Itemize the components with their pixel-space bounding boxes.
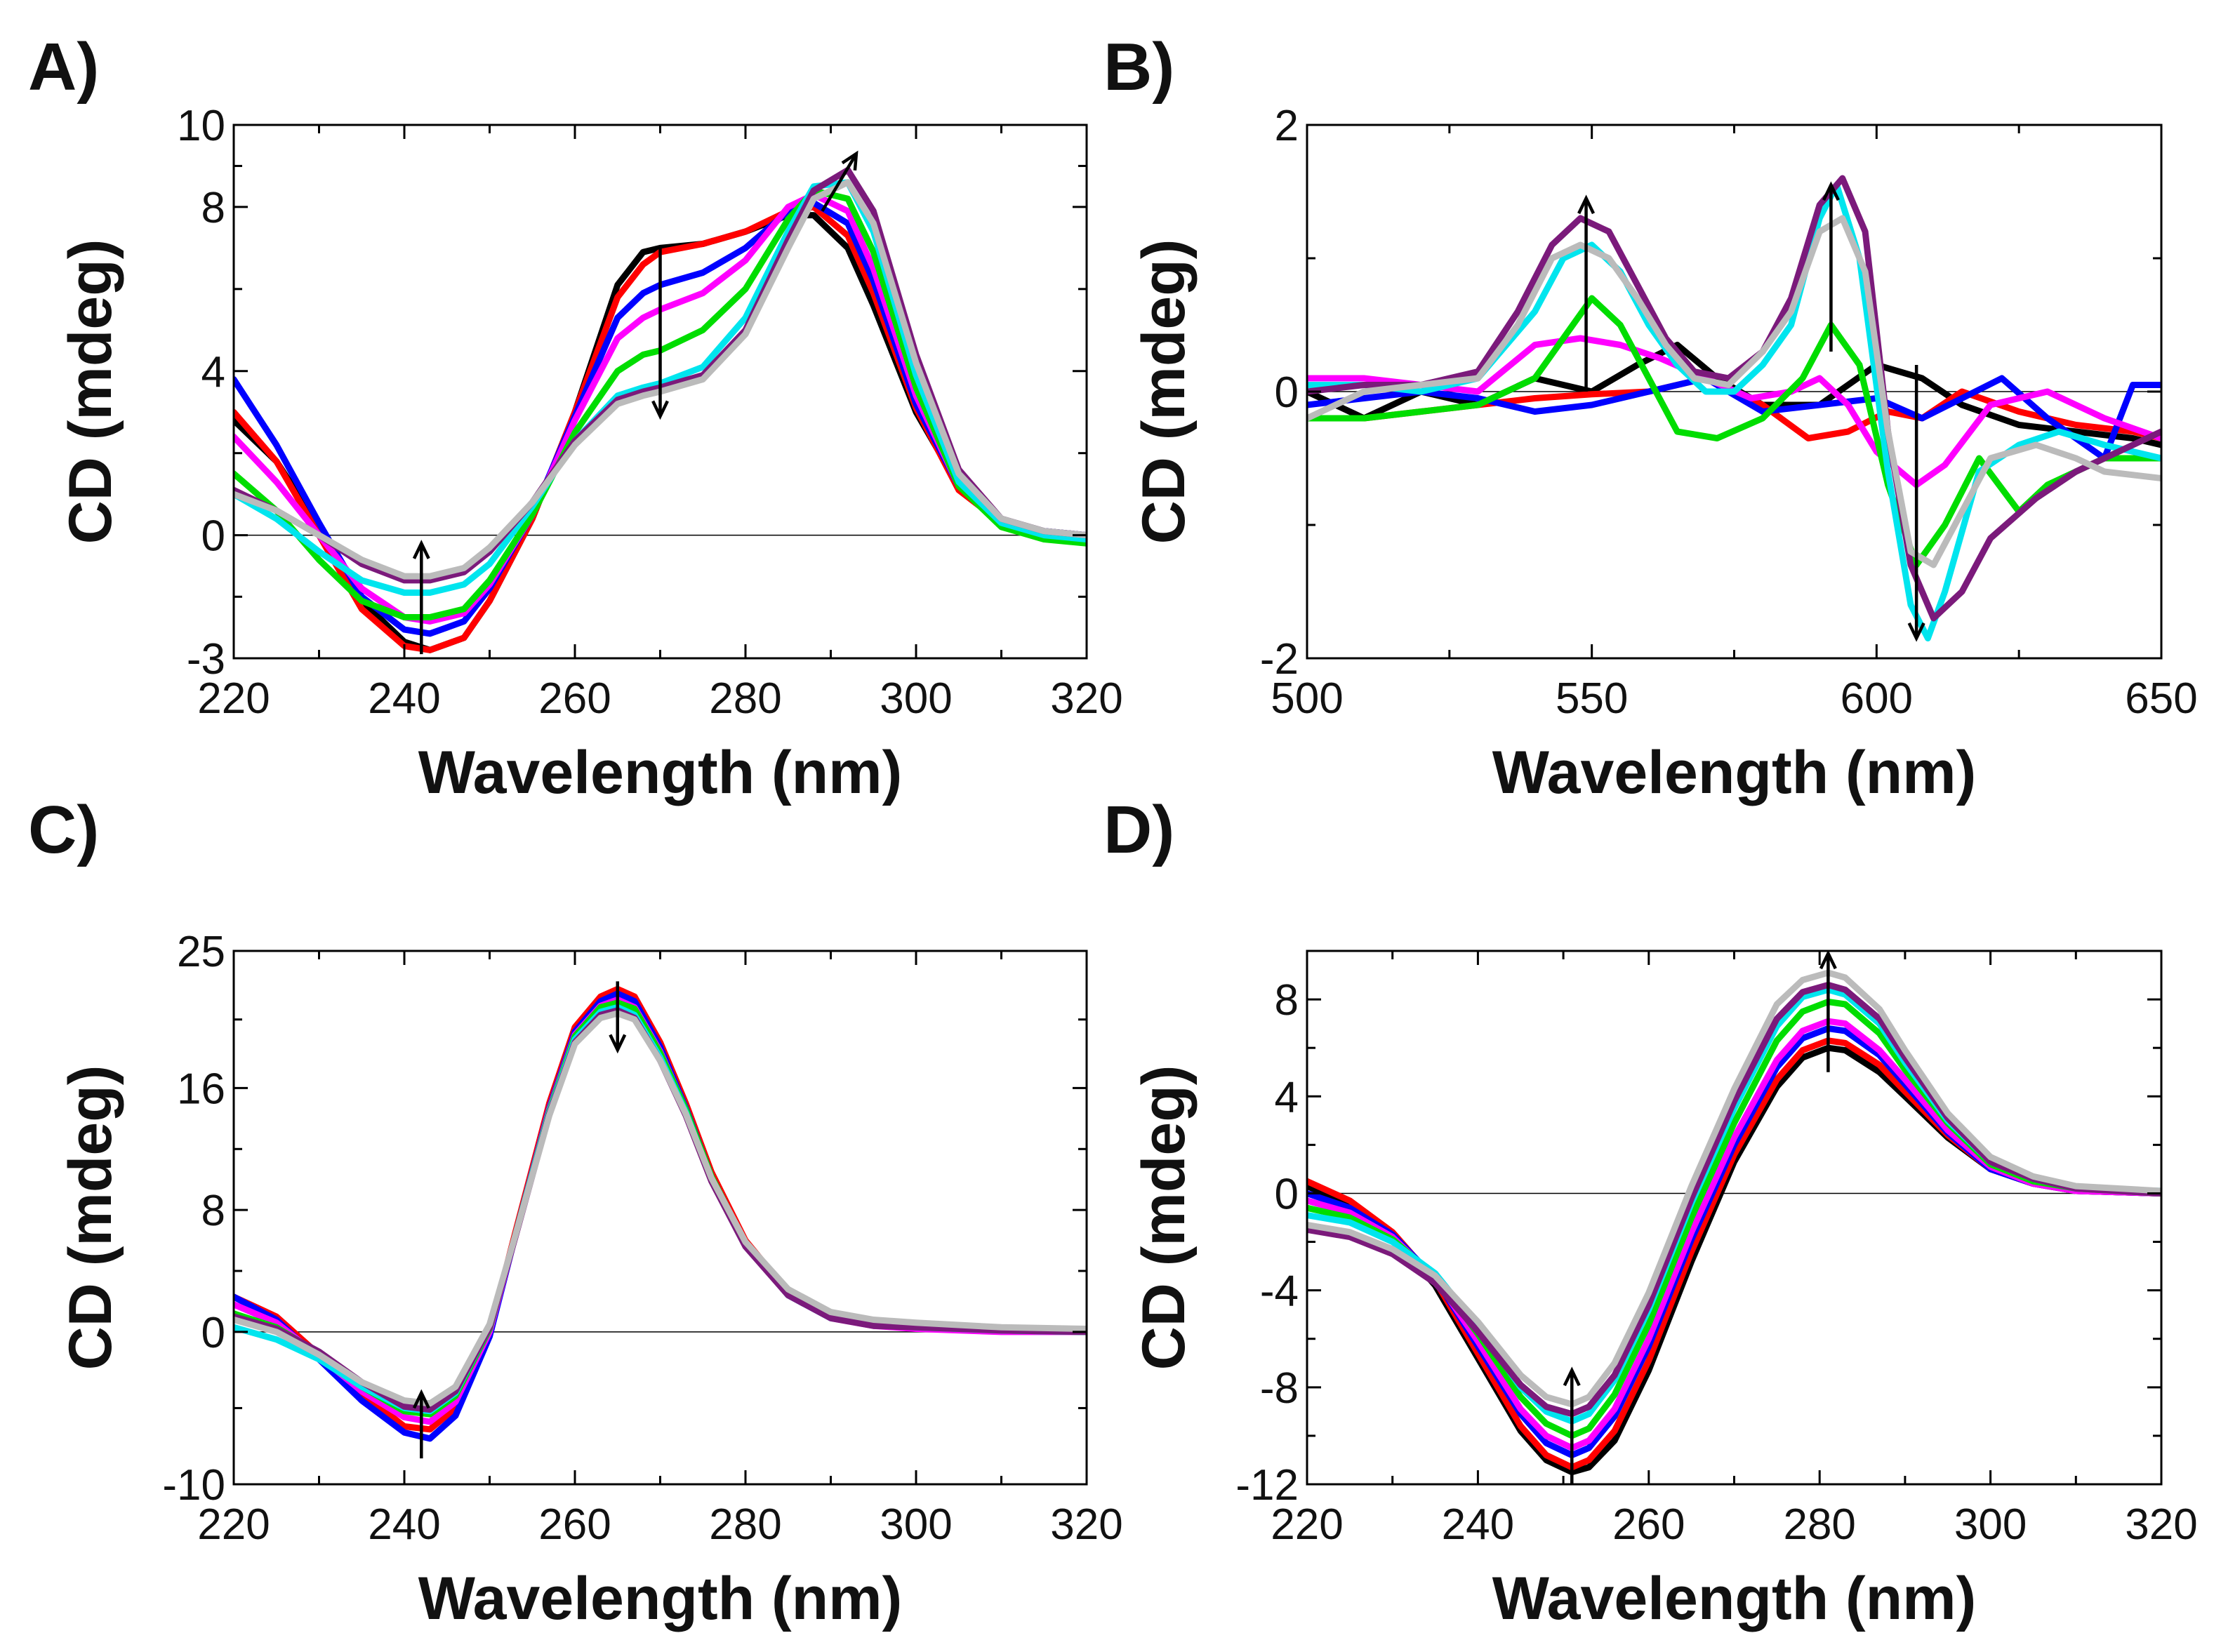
- x-tick-label: 240: [1442, 1500, 1514, 1549]
- panel-label: A): [28, 29, 99, 105]
- y-tick-label: 25: [177, 928, 225, 976]
- y-tick-label: -4: [1260, 1267, 1299, 1316]
- trend-arrow-head: [651, 400, 669, 420]
- x-tick-label: 280: [709, 674, 781, 723]
- x-tick-label: 300: [1954, 1500, 2027, 1549]
- x-tick-label: 300: [880, 674, 952, 723]
- series-line-green: [234, 187, 1087, 620]
- y-tick-label: 10: [177, 102, 225, 150]
- x-tick-label: 300: [880, 1500, 952, 1549]
- x-tick-label: 260: [538, 1500, 611, 1549]
- y-tick-label: -2: [1260, 635, 1299, 684]
- x-tick-label: 280: [709, 1500, 781, 1549]
- y-tick-label: 0: [201, 512, 225, 561]
- x-tick-label: 220: [197, 1500, 270, 1549]
- y-tick-label: 4: [1275, 1073, 1299, 1121]
- panel-label: B): [1103, 29, 1174, 105]
- series-line-blue: [1307, 375, 2161, 462]
- y-tick-label: 0: [201, 1309, 225, 1357]
- series-line-gray: [234, 179, 1087, 580]
- x-tick-label: 260: [538, 674, 611, 723]
- series-line-purple: [1307, 175, 2161, 622]
- trend-arrow: [1819, 950, 1837, 1072]
- panel-label: D): [1103, 792, 1174, 867]
- trend-arrow: [412, 540, 430, 655]
- y-axis-title: CD (mdeg): [57, 239, 124, 545]
- y-tick-label: 2: [1275, 102, 1299, 150]
- trend-arrow-head: [1563, 1366, 1581, 1387]
- y-tick-label: -3: [187, 635, 225, 684]
- x-tick-label: 240: [368, 1500, 440, 1549]
- x-tick-label: 500: [1271, 674, 1343, 723]
- trend-arrow-head: [412, 1389, 430, 1409]
- y-axis-title: CD (mdeg): [1130, 1065, 1198, 1371]
- trend-arrow: [821, 150, 858, 212]
- x-tick-label: 220: [1271, 1500, 1343, 1549]
- trend-arrow: [1577, 194, 1596, 392]
- x-tick-label: 280: [1783, 1500, 1855, 1549]
- x-tick-label: 320: [1050, 674, 1122, 723]
- panel-a: A) 220 240 260 280 300 320 -3 0 4 8 10 Wavelength (n…: [28, 29, 1123, 806]
- panel-label: C): [28, 792, 99, 867]
- y-tick-label: 0: [1275, 1170, 1299, 1218]
- series-line-purple: [1307, 981, 2161, 1418]
- trend-arrow-head: [841, 150, 858, 171]
- y-tick-label: 8: [1275, 976, 1299, 1025]
- series-line-gray: [1307, 215, 2161, 568]
- y-tick-label: -12: [1235, 1461, 1299, 1510]
- trend-arrow-shaft: [821, 152, 858, 212]
- x-tick-label: 650: [2125, 674, 2197, 723]
- y-tick-label: 4: [201, 348, 225, 397]
- series-group: [234, 985, 1087, 1442]
- series-line-cyan: [234, 179, 1087, 596]
- series-line-magenta: [1307, 335, 2161, 488]
- series-group: [234, 166, 1087, 653]
- trend-arrow: [651, 248, 669, 420]
- y-tick-label: 16: [177, 1065, 225, 1113]
- x-axis-title: Wavelength (nm): [1492, 1565, 1977, 1632]
- x-tick-label: 260: [1612, 1500, 1685, 1549]
- trend-arrow: [1907, 365, 1925, 642]
- trend-arrow: [1822, 181, 1840, 352]
- y-tick-label: 0: [1275, 368, 1299, 417]
- x-tick-label: 220: [197, 674, 270, 723]
- panel-b: B) 500 550 600 650 -2 0 2 Wavelength (nm) CD (mde…: [1103, 29, 2198, 806]
- x-tick-label: 240: [368, 674, 440, 723]
- trend-arrow-head: [1819, 950, 1837, 970]
- trend-arrow: [609, 981, 627, 1054]
- series-group: [1307, 969, 2161, 1476]
- trend-arrow-head: [1577, 194, 1596, 215]
- x-tick-label: 600: [1841, 674, 1913, 723]
- trend-arrow-head: [609, 1034, 627, 1054]
- series-line-gray: [234, 1010, 1087, 1407]
- x-axis-title: Wavelength (nm): [1492, 739, 1977, 806]
- y-axis-title: CD (mdeg): [1130, 239, 1198, 545]
- series-group: [1307, 175, 2161, 641]
- y-tick-label: 8: [201, 1187, 225, 1235]
- x-tick-label: 550: [1556, 674, 1628, 723]
- trend-arrow-head: [1907, 622, 1925, 642]
- series-line-magenta: [1307, 1018, 2161, 1451]
- series-line-gray: [1307, 969, 2161, 1408]
- trend-arrow: [1563, 1366, 1581, 1484]
- x-axis-title: Wavelength (nm): [418, 739, 903, 806]
- trend-arrow-head: [412, 540, 430, 559]
- y-tick-label: 8: [201, 184, 225, 232]
- x-tick-label: 320: [1050, 1500, 1122, 1549]
- panel-d: D) 220 240 260 280 300 320 -12 -8 -4 0 4 8 Wavelength…: [1103, 792, 2198, 1632]
- y-tick-label: -8: [1260, 1364, 1299, 1413]
- y-tick-label: -10: [162, 1461, 225, 1510]
- trend-arrow: [412, 1389, 430, 1459]
- panel-c: C) 220 240 260 280 300 320 -10 0 8 16 25 Wavelength …: [28, 792, 1123, 1632]
- trend-arrow-head: [1822, 181, 1840, 201]
- x-axis-title: Wavelength (nm): [418, 1565, 903, 1632]
- x-tick-label: 320: [2125, 1500, 2197, 1549]
- y-axis-title: CD (mdeg): [57, 1065, 124, 1371]
- series-line-green: [1307, 295, 2161, 568]
